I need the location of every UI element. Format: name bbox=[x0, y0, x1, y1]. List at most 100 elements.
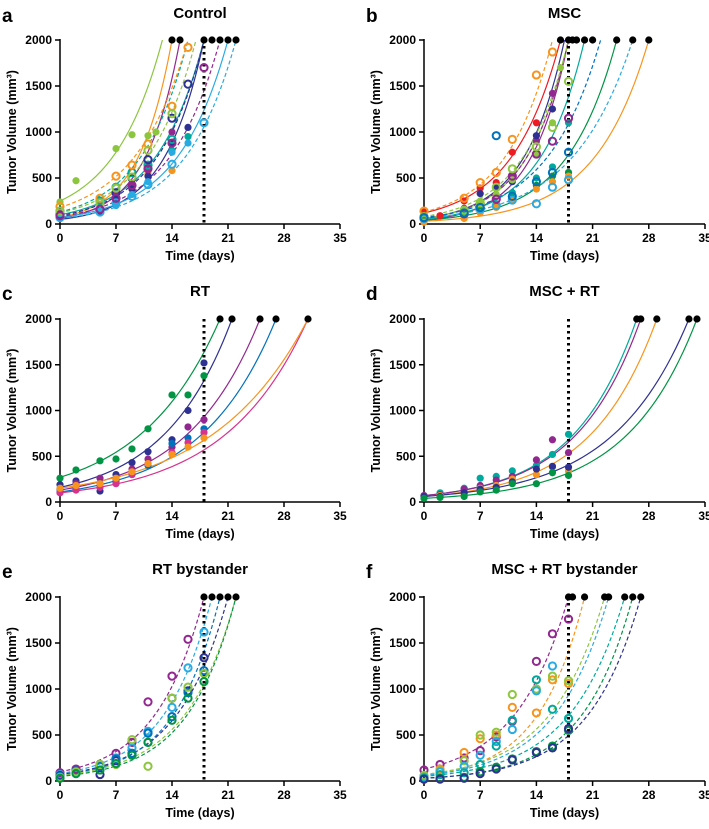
data-point bbox=[531, 199, 542, 209]
data-point bbox=[168, 167, 176, 175]
data-point bbox=[563, 723, 574, 734]
y-tick-label: 1000 bbox=[389, 125, 416, 139]
data-point bbox=[532, 480, 541, 488]
data-point bbox=[548, 462, 557, 470]
fit-curve-0 bbox=[60, 596, 205, 773]
data-point bbox=[476, 474, 484, 482]
data-point bbox=[532, 456, 541, 464]
y-axis-label: Tumor Volume (mm³) bbox=[5, 627, 19, 751]
data-point bbox=[548, 450, 557, 459]
data-point bbox=[56, 484, 64, 492]
data-point bbox=[491, 167, 501, 178]
endpoint-marker bbox=[216, 593, 224, 601]
panel-c: c RT 0 7 14 21 28 35 0 500 1000 1500 2000 Time (days)… bbox=[2, 283, 347, 541]
fit-curve-3 bbox=[60, 318, 277, 493]
data-point bbox=[144, 459, 152, 468]
endpoint-marker bbox=[637, 593, 645, 601]
data-point bbox=[72, 481, 80, 490]
data-point bbox=[167, 702, 177, 713]
data-point bbox=[531, 656, 542, 667]
data-point bbox=[199, 118, 209, 128]
endpoint-marker bbox=[176, 36, 184, 44]
x-axis-label: Time (days) bbox=[165, 249, 234, 263]
y-tick-label: 2000 bbox=[25, 590, 52, 604]
data-point bbox=[184, 391, 192, 399]
endpoint-marker bbox=[693, 315, 701, 323]
data-point bbox=[564, 463, 573, 471]
endpoint-marker bbox=[613, 36, 621, 44]
endpoint-marker bbox=[216, 315, 224, 323]
fit-curve-3 bbox=[424, 596, 610, 777]
y-tick-label: 2000 bbox=[25, 33, 52, 47]
data-point bbox=[475, 734, 485, 744]
panel-b: b MSC 0 7 14 21 28 35 0 500 1000 1500 2000 Time (days… bbox=[366, 5, 709, 263]
data-point bbox=[167, 109, 177, 119]
data-point bbox=[200, 416, 208, 424]
panel-d: d MSC + RT 0 7 14 21 28 35 0 500 1000 1500 2000 Time … bbox=[366, 283, 709, 541]
data-point bbox=[547, 661, 558, 671]
data-point bbox=[491, 182, 501, 192]
panel-e: e RT bystander 0 7 14 21 28 35 0 500 1000 1500 2000 T… bbox=[2, 561, 347, 820]
panel-title: RT bystander bbox=[152, 561, 248, 578]
y-tick-label: 1500 bbox=[389, 636, 416, 650]
data-point bbox=[127, 180, 137, 190]
data-point bbox=[95, 765, 105, 775]
y-tick-label: 0 bbox=[409, 774, 416, 788]
data-point bbox=[531, 747, 542, 758]
data-point bbox=[152, 128, 160, 136]
data-point bbox=[491, 741, 501, 751]
data-point bbox=[143, 737, 153, 747]
data-point bbox=[200, 372, 208, 380]
data-point bbox=[56, 474, 64, 482]
endpoint-marker bbox=[216, 36, 224, 44]
x-tick-label: 28 bbox=[277, 231, 291, 245]
fit-curve-2 bbox=[424, 318, 658, 498]
y-tick-label: 500 bbox=[396, 449, 416, 463]
y-tick-label: 0 bbox=[409, 495, 416, 509]
fit-curve-7 bbox=[60, 39, 189, 209]
endpoint-marker bbox=[208, 36, 216, 44]
data-point bbox=[475, 750, 485, 760]
data-point bbox=[507, 195, 517, 205]
fit-curve-1 bbox=[60, 596, 213, 775]
endpoint-marker bbox=[232, 36, 240, 44]
endpoint-marker bbox=[629, 36, 637, 44]
data-point bbox=[435, 769, 445, 780]
fit-curve-6 bbox=[60, 39, 189, 213]
data-point bbox=[507, 689, 517, 700]
data-point bbox=[183, 688, 193, 698]
data-point bbox=[563, 676, 574, 686]
data-point bbox=[436, 493, 444, 502]
data-point bbox=[144, 425, 152, 433]
data-point bbox=[507, 191, 517, 201]
data-point bbox=[167, 712, 177, 722]
data-point bbox=[184, 406, 192, 415]
endpoint-marker bbox=[580, 593, 589, 601]
data-point bbox=[55, 201, 65, 212]
y-axis-label: Tumor Volume (mm³) bbox=[369, 627, 383, 751]
data-point bbox=[168, 439, 176, 448]
data-point bbox=[200, 434, 208, 442]
data-point bbox=[168, 450, 176, 459]
data-point bbox=[168, 128, 176, 136]
panel-letter: f bbox=[366, 562, 373, 583]
data-point bbox=[72, 466, 80, 474]
data-point bbox=[111, 171, 121, 181]
data-point bbox=[508, 480, 516, 488]
x-tick-label: 35 bbox=[698, 231, 709, 245]
y-tick-label: 2000 bbox=[389, 590, 416, 604]
x-axis-label: Time (days) bbox=[530, 806, 599, 820]
data-point bbox=[199, 677, 209, 687]
data-point bbox=[531, 177, 542, 187]
data-point bbox=[96, 474, 104, 482]
data-point bbox=[459, 193, 469, 203]
data-point bbox=[167, 113, 177, 123]
y-tick-label: 0 bbox=[45, 495, 52, 509]
data-point bbox=[127, 160, 137, 170]
data-point bbox=[111, 198, 121, 208]
x-tick-label: 14 bbox=[165, 231, 179, 245]
data-point bbox=[167, 693, 177, 703]
panel-title: Control bbox=[173, 5, 226, 22]
data-point bbox=[547, 743, 558, 753]
data-point bbox=[507, 715, 517, 725]
